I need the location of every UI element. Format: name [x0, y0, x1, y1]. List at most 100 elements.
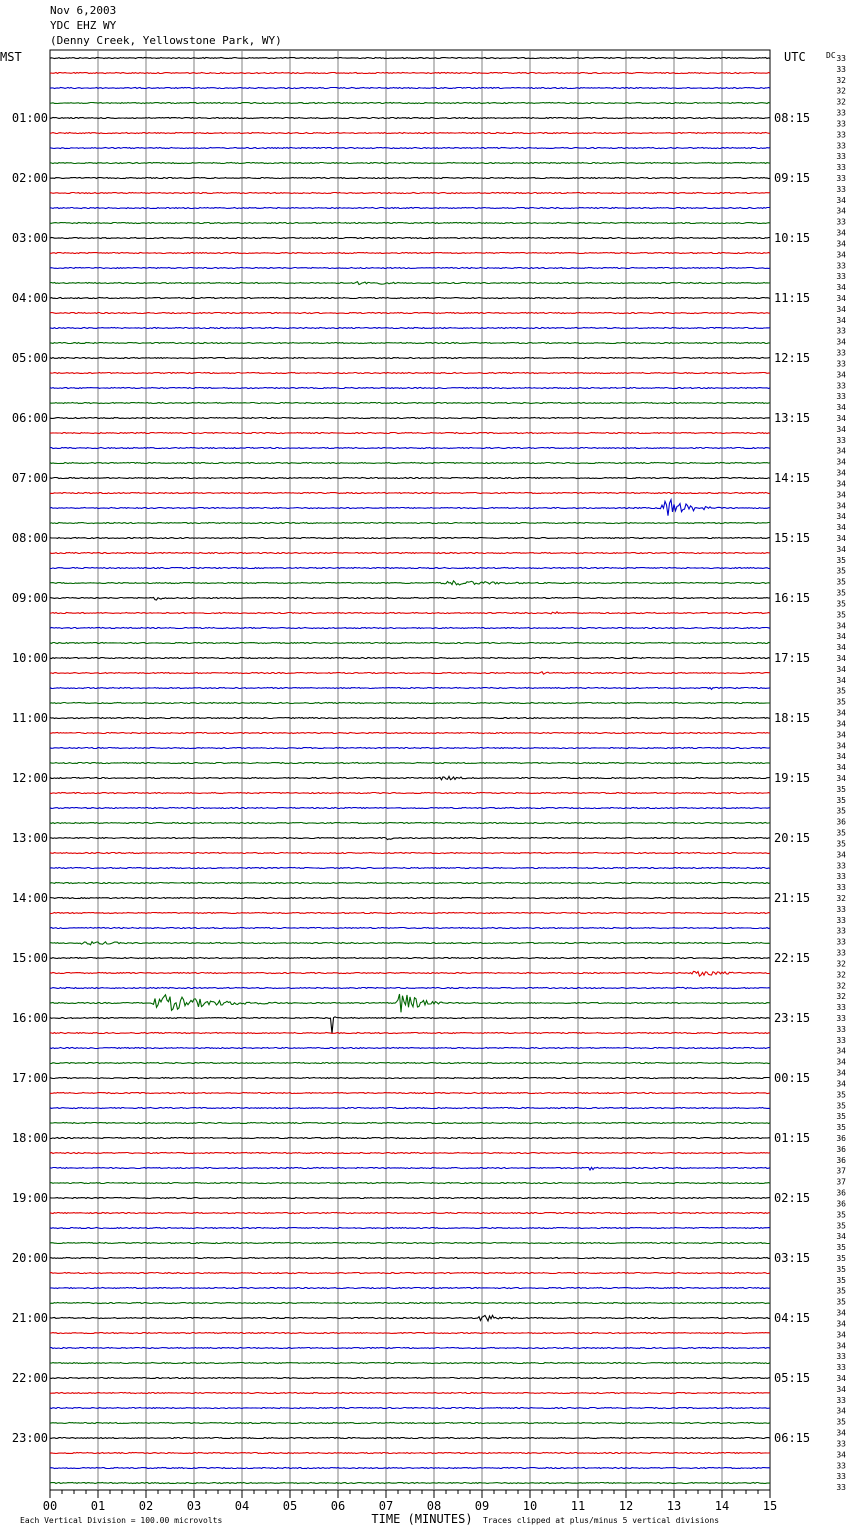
trace-line — [49, 821, 771, 825]
trace-line — [49, 1481, 770, 1485]
x-tick-label: 05 — [283, 1499, 297, 1513]
x-tick-label: 01 — [91, 1499, 105, 1513]
left-hour-label: 13:00 — [12, 831, 48, 845]
dc-offset-value: 33 — [836, 392, 846, 401]
trace-line — [49, 881, 771, 885]
dc-offset-value: 34 — [836, 763, 846, 772]
dc-offset-value: 34 — [836, 654, 846, 663]
right-hour-label: 10:15 — [774, 231, 810, 245]
left-hour-label: 14:00 — [12, 891, 48, 905]
trace-line — [49, 1136, 770, 1140]
dc-offset-value: 32 — [836, 992, 846, 1001]
x-tick-label: 00 — [43, 1499, 57, 1513]
x-tick-label: 12 — [619, 1499, 633, 1513]
right-hour-label: 09:15 — [774, 171, 810, 185]
trace-line — [49, 251, 771, 255]
right-hour-label: 14:15 — [774, 471, 810, 485]
right-hour-label: 00:15 — [774, 1071, 810, 1085]
trace-line — [49, 280, 771, 286]
left-hour-label: 15:00 — [12, 951, 48, 965]
dc-offset-value: 34 — [836, 1309, 846, 1318]
dc-offset-value: 36 — [836, 1134, 846, 1143]
dc-offset-value: 35 — [836, 567, 846, 576]
dc-offset-value: 34 — [836, 730, 846, 739]
dc-offset-value: 36 — [836, 818, 846, 827]
trace-line — [49, 497, 771, 516]
dc-offset-value: 34 — [836, 741, 846, 750]
trace-line — [49, 1016, 771, 1034]
trace-line — [49, 326, 771, 330]
left-hour-label: 23:00 — [12, 1431, 48, 1445]
x-tick-label: 09 — [475, 1499, 489, 1513]
trace-line — [49, 956, 771, 960]
dc-offset-value: 37 — [836, 1167, 846, 1176]
right-timezone-label: UTC — [784, 50, 806, 64]
trace-line — [49, 416, 771, 420]
right-hour-label: 06:15 — [774, 1431, 810, 1445]
trace-line — [49, 1391, 771, 1395]
trace-line — [49, 746, 771, 750]
x-tick-label: 13 — [667, 1499, 681, 1513]
trace-line — [49, 401, 771, 405]
trace-line — [49, 431, 771, 435]
trace-line — [49, 1361, 771, 1365]
dc-offset-value: 32 — [836, 87, 846, 96]
dc-offset-value: 33 — [836, 218, 846, 227]
plot-frame — [49, 49, 771, 1491]
trace-line — [49, 1451, 771, 1455]
dc-offset-value: 33 — [836, 1352, 846, 1361]
trace-line — [49, 1211, 771, 1215]
right-hour-label: 15:15 — [774, 531, 810, 545]
dc-offset-value: 34 — [836, 545, 846, 554]
trace-line — [49, 1421, 771, 1425]
trace-line — [49, 1106, 771, 1110]
dc-offset-value: 33 — [836, 1439, 846, 1448]
dc-offset-value: 33 — [836, 1036, 846, 1045]
trace-line — [49, 551, 771, 555]
dc-offset-value: 33 — [836, 109, 846, 118]
trace-line — [49, 926, 771, 930]
right-hour-label: 13:15 — [774, 411, 810, 425]
trace-line — [49, 791, 771, 795]
x-tick-label: 08 — [427, 1499, 441, 1513]
trace-line — [49, 1226, 771, 1230]
trace-line — [49, 851, 771, 855]
x-tick-label: 06 — [331, 1499, 345, 1513]
x-tick-label: 14 — [715, 1499, 729, 1513]
dc-offset-value: 32 — [836, 981, 846, 990]
dc-offset-value: 35 — [836, 1101, 846, 1110]
trace-line — [49, 1314, 770, 1323]
dc-offset-value: 33 — [836, 949, 846, 958]
trace-line — [49, 970, 771, 978]
dc-offset-value: 32 — [836, 98, 846, 107]
dc-offset-value: 35 — [836, 1221, 846, 1230]
right-hour-label: 17:15 — [774, 651, 810, 665]
dc-offset-value: 34 — [836, 512, 846, 521]
dc-offset-value: 33 — [836, 163, 846, 172]
trace-line — [49, 670, 770, 675]
x-tick-label: 04 — [235, 1499, 249, 1513]
dc-offset-value: 34 — [836, 643, 846, 652]
dc-offset-value: 33 — [836, 349, 846, 358]
trace-line — [49, 56, 771, 60]
trace-line — [49, 641, 771, 645]
dc-offset-value: 33 — [836, 861, 846, 870]
x-axis-label: TIME (MINUTES) — [371, 1512, 472, 1526]
dc-offset-value: 34 — [836, 196, 846, 205]
dc-offset-value: 34 — [836, 305, 846, 314]
left-hour-label: 07:00 — [12, 471, 48, 485]
dc-offset-value: 36 — [836, 1145, 846, 1154]
dc-offset-value: 34 — [836, 283, 846, 292]
trace-line — [49, 86, 771, 90]
right-hour-label: 01:15 — [774, 1131, 810, 1145]
trace-line — [49, 311, 771, 315]
left-hour-label: 20:00 — [12, 1251, 48, 1265]
dc-offset-value: 34 — [836, 1319, 846, 1328]
right-hour-label: 18:15 — [774, 711, 810, 725]
trace-line — [49, 536, 771, 540]
dc-offset-value: 34 — [836, 370, 846, 379]
dc-offset-value: 33 — [836, 152, 846, 161]
dc-offset-value: 34 — [836, 1047, 846, 1056]
trace-line — [49, 296, 771, 300]
